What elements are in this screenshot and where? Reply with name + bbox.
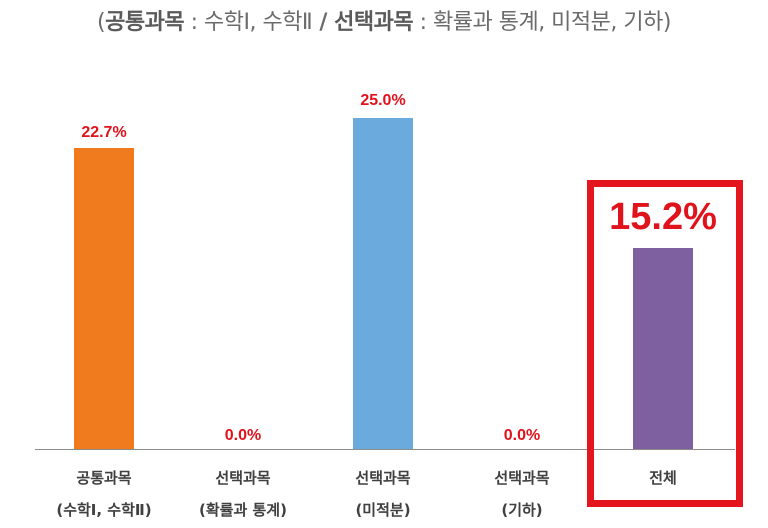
value-label-calculus: 25.0% <box>360 92 406 109</box>
title-paren-close: ) <box>662 10 672 35</box>
value-label-probability: 0.0% <box>224 427 262 444</box>
title-paren-open: ( <box>97 10 106 35</box>
value-label-total: 15.2% <box>609 196 717 238</box>
category-label-geometry: 선택과목 (기하) <box>447 462 597 526</box>
bar-calculus <box>353 118 413 449</box>
title-elective-sep: : <box>413 10 433 35</box>
category-label-common: 공통과목 (수학Ⅰ, 수학Ⅱ) <box>29 462 179 526</box>
category-label-probability: 선택과목 (확률과 통계) <box>168 462 318 526</box>
title-common-label: 공통과목 <box>105 10 185 35</box>
category-line-1: 선택과목 <box>215 469 271 487</box>
title-common-values: 수학Ⅰ, 수학Ⅱ <box>204 10 313 35</box>
chart-title: (공통과목 : 수학Ⅰ, 수학Ⅱ / 선택과목 : 확률과 통계, 미적분, 기… <box>0 4 768 36</box>
x-axis-line <box>35 449 735 450</box>
category-line-1: 선택과목 <box>494 469 550 487</box>
category-line-2: (기하) <box>501 501 543 519</box>
category-label-calculus: 선택과목 (미적분) <box>308 462 458 526</box>
category-line-2: (미적분) <box>355 501 411 519</box>
category-line-1: 전체 <box>649 469 677 487</box>
bar-total <box>633 248 693 449</box>
category-label-total: 전체 <box>588 462 738 494</box>
highlight-box-total <box>587 180 743 507</box>
title-divider: / <box>312 10 335 35</box>
title-common-sep: : <box>184 10 204 35</box>
value-label-geometry: 0.0% <box>503 427 541 444</box>
category-line-2: (수학Ⅰ, 수학Ⅱ) <box>56 501 152 519</box>
category-line-1: 공통과목 <box>76 469 132 487</box>
title-elective-label: 선택과목 <box>334 10 414 35</box>
value-label-common: 22.7% <box>81 124 127 141</box>
category-line-1: 선택과목 <box>355 469 411 487</box>
title-elective-values: 확률과 통계, 미적분, 기하 <box>433 10 663 35</box>
bar-common <box>74 148 134 449</box>
category-line-2: (확률과 통계) <box>199 501 287 519</box>
